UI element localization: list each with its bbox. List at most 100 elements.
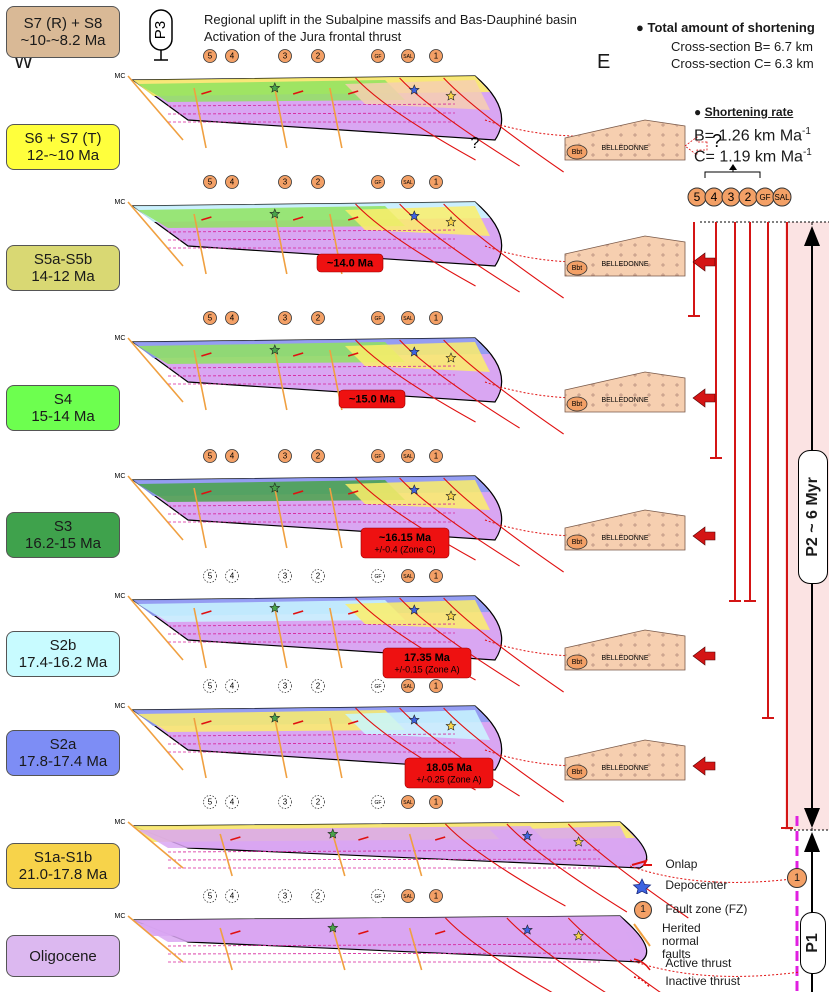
fault-zone-number: SAL (403, 180, 413, 186)
fault-zone-marker (225, 569, 239, 583)
mc-label: MC (115, 913, 126, 920)
active-thrust (443, 477, 564, 573)
fault-zone-number: 3 (283, 178, 288, 187)
legend-inactive-thrust: Inactive thrust (630, 974, 740, 989)
section-7: MC 5 4 3 2 GF SAL 1 (115, 795, 801, 919)
p2-label-box: P2 ~ 6 Myr (798, 450, 828, 584)
stage-label-1: S7 (R) + S8 ~10-~8.2 Ma (6, 6, 120, 58)
fault-zone-marker (311, 889, 325, 903)
age-label-box (382, 647, 472, 679)
stage-age: 14-12 Ma (31, 268, 95, 285)
stage-label-8: S1a-S1b 21.0-17.8 Ma (6, 843, 120, 889)
herited-fault-icon (633, 923, 651, 947)
active-thrust (355, 77, 476, 161)
onlap-mark (201, 720, 212, 725)
active-thrust (399, 77, 520, 167)
section-1: MC 5 4 3 2 GF SAL 1 BELLEDONNE Bbt?? (115, 49, 722, 173)
belledonne-basement (564, 629, 686, 671)
depocenter-star (269, 82, 281, 93)
fault-zone-marker (225, 311, 239, 325)
legend-depocenter-label: Depocenter (665, 878, 728, 893)
onlap-mark (434, 836, 446, 841)
herited-normal-fault (127, 337, 184, 403)
depocenter-star (327, 922, 339, 933)
fault-zone-marker (401, 679, 415, 693)
onlap-mark (358, 836, 369, 841)
section-layer-mid (138, 342, 405, 364)
fault-zone-marker (278, 449, 292, 463)
active-thrust (399, 597, 520, 687)
section-horizon (167, 238, 456, 241)
age-label-box (316, 253, 384, 273)
belledonne-label: BELLEDONNE (601, 765, 648, 772)
herited-normal-fault (127, 821, 184, 869)
depocenter-star (445, 352, 457, 363)
mc-label: MC (115, 73, 126, 80)
herited-normal-fault (193, 349, 207, 411)
stage-age: ~10-~8.2 Ma (20, 32, 106, 49)
section-8: MC 5 4 3 2 GF SAL 1 (115, 889, 801, 992)
rate-c-exp: -1 (802, 147, 812, 158)
convergence-arrow (692, 646, 716, 666)
convergence-arrow (692, 388, 716, 408)
fault-zone-marker (371, 175, 385, 189)
legend-onlap-label: Onlap (665, 857, 698, 871)
total-shortening-text: Total amount of shortening (647, 20, 815, 35)
fault-zone-marker (311, 311, 325, 325)
active-thrust (506, 823, 628, 913)
age-label: 17.35 Ma (404, 652, 451, 664)
stage-label-9: Oligocene (6, 935, 120, 977)
herited-normal-fault (329, 607, 343, 669)
active-thrust (399, 339, 520, 429)
stage-age: 17.4-16.2 Ma (18, 654, 108, 671)
convergence-arrow (692, 756, 716, 776)
fault-zone-marker (429, 679, 443, 693)
depocenter-star (445, 490, 457, 501)
bbt-label: Bbt (572, 769, 583, 776)
depocenter-star (269, 602, 281, 613)
mc-label: MC (115, 199, 126, 206)
belledonne-basement (564, 509, 686, 551)
depocenter-star (573, 930, 585, 941)
fault-zone-marker (401, 311, 415, 325)
fault-zone-marker (225, 795, 239, 809)
herited-normal-fault (408, 927, 423, 971)
active-thrust (355, 477, 476, 561)
legend-herited-line2: faults (662, 947, 691, 961)
depocenter-star (327, 828, 339, 839)
fault-zone-marker (203, 569, 217, 583)
mc-label: MC (115, 819, 126, 826)
fault-zone-marker (278, 795, 292, 809)
active-thrust (399, 477, 520, 567)
herited-normal-fault (274, 349, 288, 411)
section-horizon (167, 623, 456, 627)
onlap-mark (201, 352, 212, 357)
depocenter-star (445, 610, 457, 621)
fault-zone-number: 4 (230, 572, 235, 581)
section-horizon (167, 229, 456, 233)
zone-row-circle (772, 187, 792, 207)
section-horizon (167, 632, 456, 635)
fault-zone-number: 5 (208, 572, 213, 581)
fault-zone-marker (429, 175, 443, 189)
depocenter-star (445, 90, 457, 101)
section-layer-mid (138, 600, 405, 622)
belledonne-label: BELLEDONNE (601, 397, 648, 404)
header-line-2: Activation of the Jura frontal thrust (204, 29, 402, 44)
herited-normal-fault (127, 201, 184, 267)
age-label-sub: +/-0.4 (Zone C) (374, 544, 435, 554)
fault-zone-number: 5 (208, 178, 213, 187)
stage-name: S1a-S1b (33, 849, 93, 866)
stage-name: S4 (53, 391, 73, 408)
fault-zone-number: GF (375, 574, 382, 580)
age-label-sub: +/-0.25 (Zone A) (416, 774, 481, 784)
section-3: MC 5 4 3 2 GF SAL 1 BELLEDONNE Bbt ~15.0 Ma (115, 311, 716, 435)
herited-normal-fault (219, 927, 233, 971)
p2-arrow-bottom (804, 808, 820, 828)
active-thrust (443, 597, 564, 693)
fault-zone-number: 3 (283, 892, 288, 901)
convergence-arrow-dashed (684, 136, 708, 156)
herited-normal-fault (408, 833, 423, 877)
belledonne-label: BELLEDONNE (601, 145, 648, 152)
